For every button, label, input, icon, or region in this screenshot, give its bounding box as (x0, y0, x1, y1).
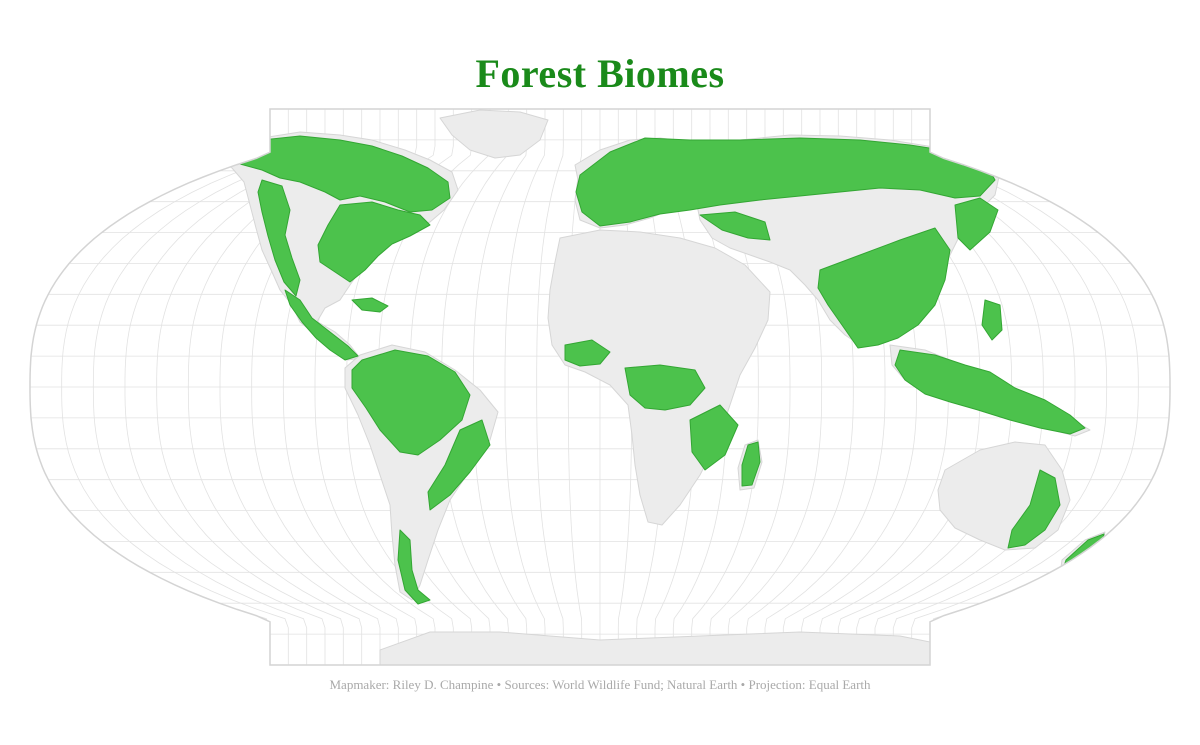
forest-west-africa (564, 339, 611, 367)
forest-east-asia-coast (954, 197, 999, 251)
meridian-line (536, 109, 564, 665)
forest-pacific-northwest (257, 179, 301, 297)
forest-biomes (219, 135, 1105, 605)
meridian-line (92, 109, 308, 665)
map-credits: Mapmaker: Riley D. Champine • Sources: W… (329, 677, 871, 692)
meridian-line (61, 109, 289, 665)
forest-eastern-north-america (317, 201, 431, 283)
forest-central-africa (624, 364, 706, 411)
meridian-line (504, 109, 546, 665)
forest-southeast-asia (894, 349, 1086, 435)
meridian-line (124, 109, 326, 665)
forest-atlantic-brazil (427, 419, 491, 511)
meridian-line (892, 109, 1108, 665)
forest-madagascar (741, 441, 761, 487)
forest-boreal-north-america (219, 135, 451, 213)
land-antarctica (379, 631, 961, 665)
forest-east-africa (689, 404, 739, 471)
forest-caribbean (351, 297, 389, 313)
forest-eastern-australia (1007, 469, 1061, 549)
forest-southern-chile (397, 529, 431, 605)
map-title: Forest Biomes (475, 51, 725, 96)
forest-amazon (351, 349, 471, 456)
forest-mexico-central-america (284, 289, 359, 361)
forest-india-china (817, 227, 951, 349)
meridian-line (911, 109, 1139, 665)
land-greenland (439, 109, 549, 159)
forest-europe-russia (575, 137, 996, 227)
forest-philippines (981, 299, 1003, 341)
globe-frame (29, 108, 1171, 666)
forest-caucasus (699, 211, 771, 241)
